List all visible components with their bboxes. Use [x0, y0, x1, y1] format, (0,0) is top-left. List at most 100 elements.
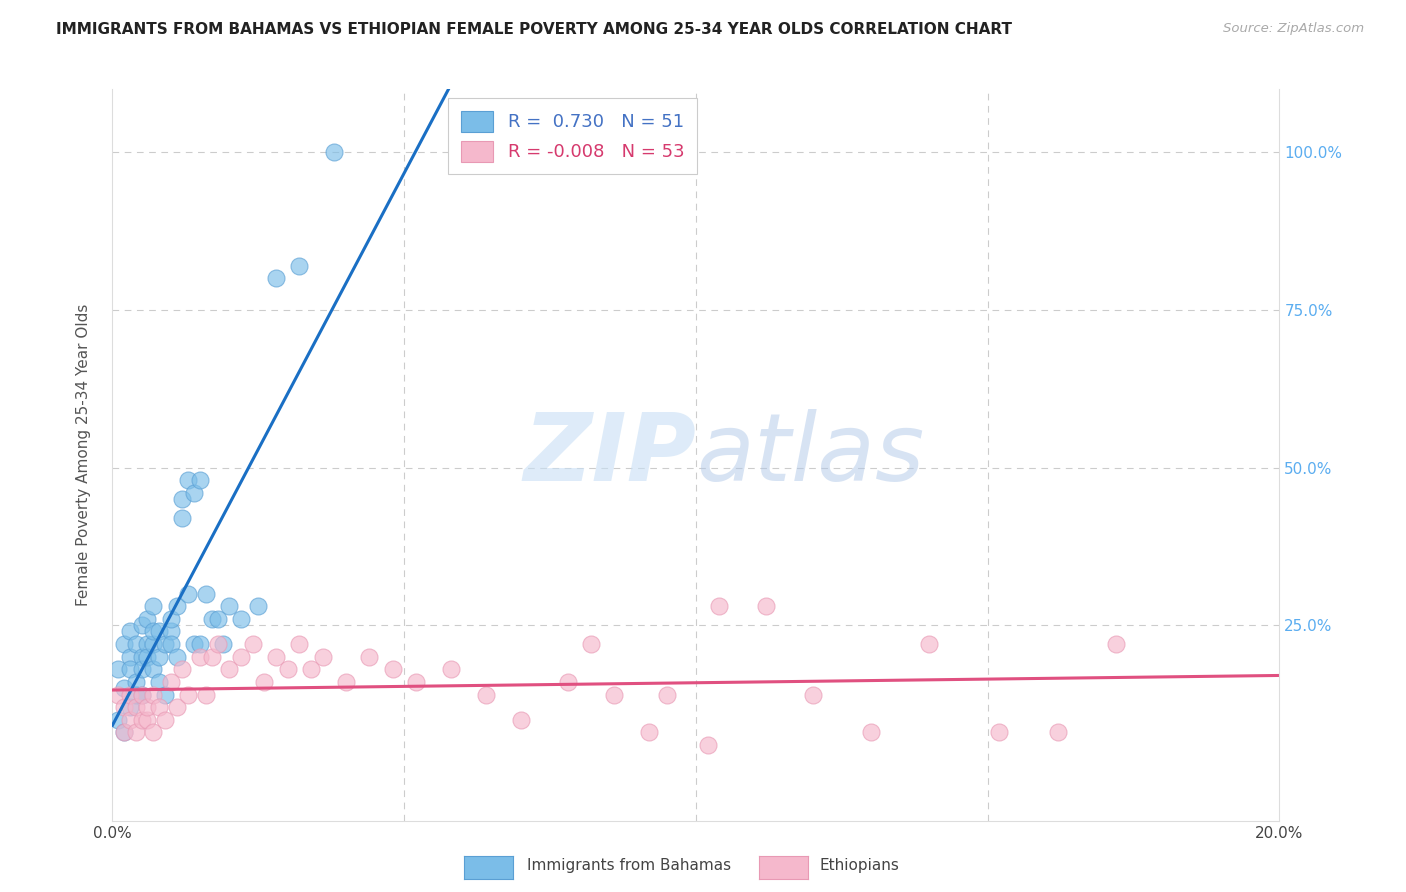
Point: [860, 725, 883, 739]
Point: [142, 599, 165, 614]
Point: [118, 662, 141, 676]
Point: [183, 637, 205, 651]
Point: [148, 649, 170, 664]
Point: [148, 674, 170, 689]
Point: [131, 662, 153, 676]
Point: [107, 713, 129, 727]
Point: [381, 662, 404, 676]
Point: [125, 725, 148, 739]
Point: [218, 599, 240, 614]
Point: [125, 688, 148, 702]
Point: [172, 491, 194, 506]
Point: [475, 688, 498, 702]
Point: [288, 637, 311, 651]
Point: [166, 599, 188, 614]
Point: [166, 700, 188, 714]
Point: [755, 599, 778, 614]
Point: [188, 649, 211, 664]
Point: [359, 649, 381, 664]
Text: ZIP: ZIP: [523, 409, 696, 501]
Point: [201, 612, 224, 626]
Point: [131, 649, 153, 664]
Point: [696, 738, 718, 752]
Point: [194, 688, 217, 702]
Text: IMMIGRANTS FROM BAHAMAS VS ETHIOPIAN FEMALE POVERTY AMONG 25-34 YEAR OLDS CORREL: IMMIGRANTS FROM BAHAMAS VS ETHIOPIAN FEM…: [56, 22, 1012, 37]
Point: [131, 713, 153, 727]
Point: [131, 688, 153, 702]
Point: [118, 649, 141, 664]
Point: [1105, 637, 1128, 651]
Point: [142, 662, 165, 676]
Point: [207, 637, 229, 651]
Point: [148, 700, 170, 714]
Point: [118, 700, 141, 714]
Point: [136, 612, 159, 626]
Point: [112, 681, 135, 696]
Point: [107, 662, 129, 676]
Point: [125, 700, 148, 714]
Point: [112, 637, 135, 651]
Point: [148, 624, 170, 639]
Point: [112, 700, 135, 714]
Point: [160, 624, 183, 639]
Point: [557, 674, 579, 689]
Point: [655, 688, 678, 702]
Point: [1046, 725, 1069, 739]
Point: [153, 688, 176, 702]
Point: [579, 637, 602, 651]
Point: [136, 700, 159, 714]
Point: [264, 271, 287, 285]
Point: [188, 473, 211, 487]
Point: [335, 674, 357, 689]
Point: [136, 637, 159, 651]
Point: [177, 688, 200, 702]
Text: Immigrants from Bahamas: Immigrants from Bahamas: [527, 858, 731, 872]
Point: [183, 485, 205, 500]
Point: [709, 599, 731, 614]
Point: [172, 662, 194, 676]
Point: [118, 688, 141, 702]
Point: [405, 674, 427, 689]
Legend: R =  0.730   N = 51, R = -0.008   N = 53: R = 0.730 N = 51, R = -0.008 N = 53: [449, 98, 697, 174]
Point: [247, 599, 270, 614]
Y-axis label: Female Poverty Among 25-34 Year Olds: Female Poverty Among 25-34 Year Olds: [76, 304, 91, 606]
Point: [242, 637, 264, 651]
Point: [603, 688, 626, 702]
Point: [142, 725, 165, 739]
Point: [160, 612, 183, 626]
Point: [323, 145, 346, 160]
Point: [288, 259, 311, 273]
Point: [172, 511, 194, 525]
Point: [153, 713, 176, 727]
Point: [136, 649, 159, 664]
Point: [112, 725, 135, 739]
Point: [201, 649, 224, 664]
Point: [311, 649, 333, 664]
Text: Ethiopians: Ethiopians: [820, 858, 900, 872]
Point: [218, 662, 240, 676]
Point: [253, 674, 276, 689]
Point: [276, 662, 298, 676]
Point: [212, 637, 235, 651]
Point: [142, 688, 165, 702]
Point: [166, 649, 188, 664]
Point: [177, 473, 200, 487]
Point: [136, 713, 159, 727]
Point: [988, 725, 1011, 739]
Point: [153, 637, 176, 651]
Point: [160, 637, 183, 651]
Point: [188, 637, 211, 651]
Point: [638, 725, 661, 739]
Point: [264, 649, 287, 664]
Point: [440, 662, 463, 676]
Point: [112, 725, 135, 739]
Point: [131, 618, 153, 632]
Point: [299, 662, 322, 676]
Point: [142, 624, 165, 639]
Point: [118, 624, 141, 639]
Point: [131, 688, 153, 702]
Point: [160, 674, 183, 689]
Point: [125, 674, 148, 689]
Point: [118, 713, 141, 727]
Point: [229, 649, 252, 664]
